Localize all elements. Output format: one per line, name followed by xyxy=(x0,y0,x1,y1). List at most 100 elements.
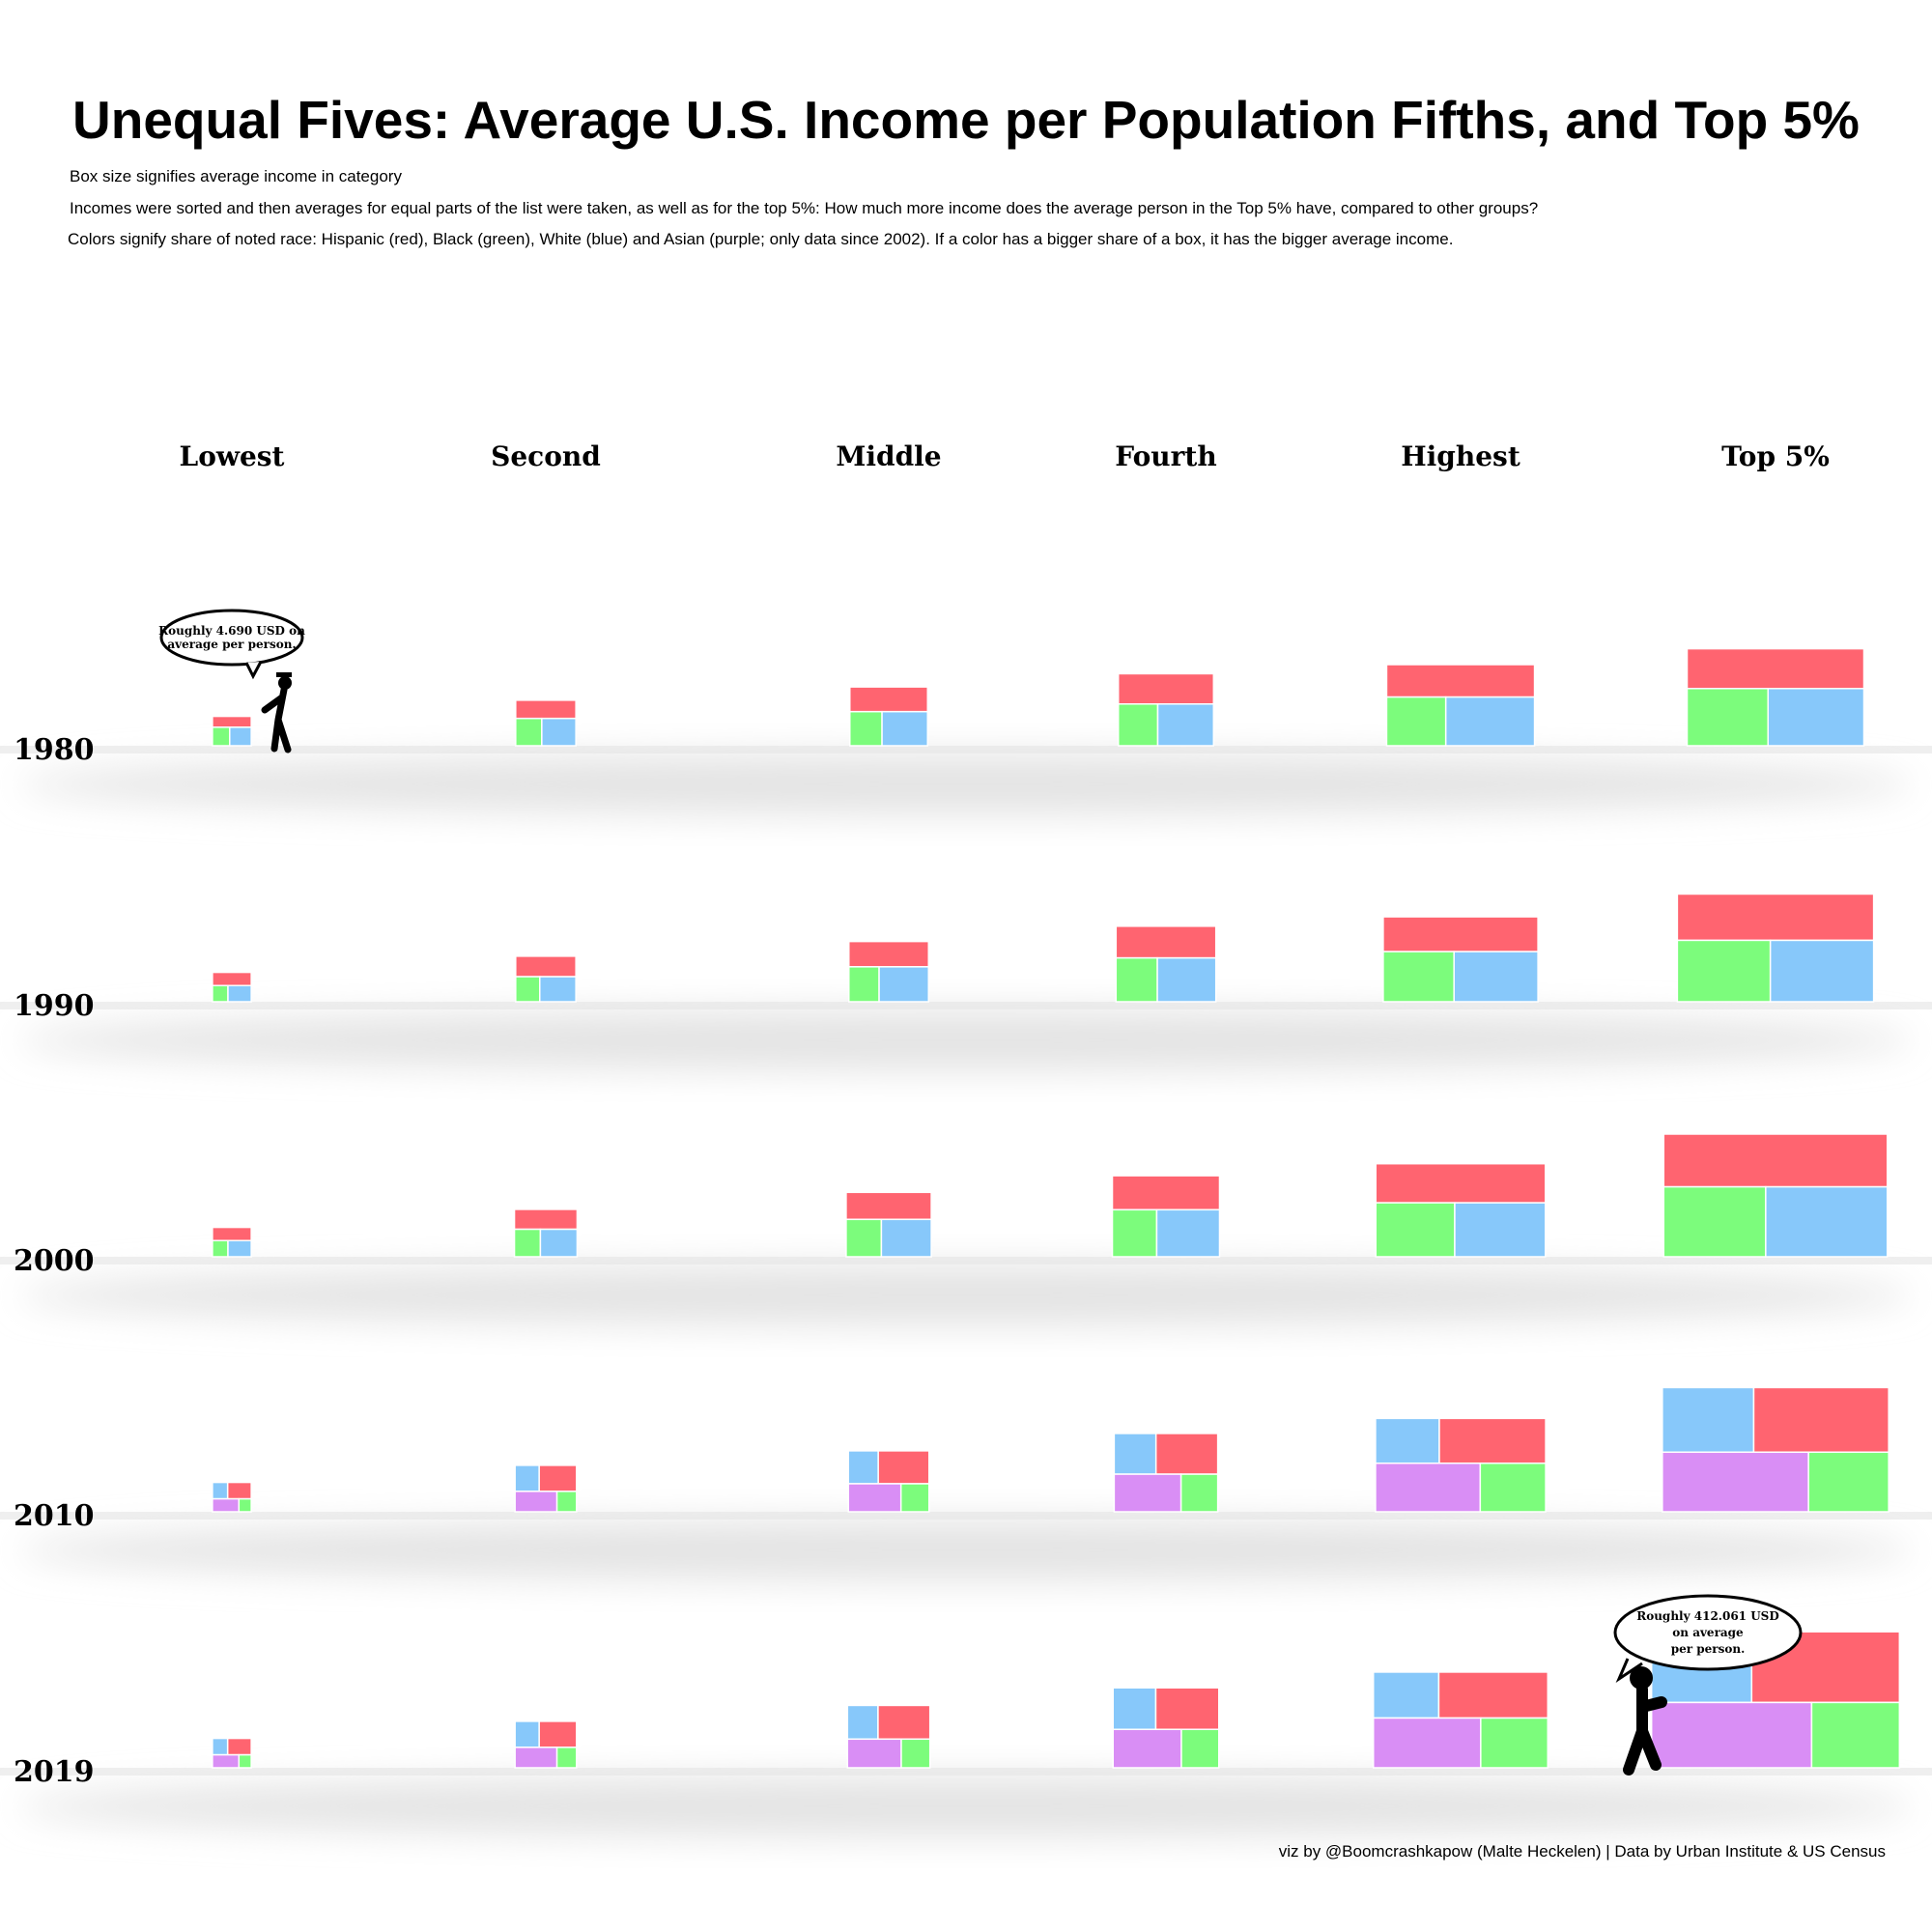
box-2019-second-white xyxy=(514,1720,540,1748)
box-2019-top5-asian xyxy=(1650,1701,1813,1769)
column-label: Fourth xyxy=(1115,440,1216,472)
box-2000-lowest-white xyxy=(227,1239,252,1258)
speech-bubble: Roughly 412.061 USD on average per person. xyxy=(1613,1594,1803,1684)
box-2019-lowest-black xyxy=(238,1753,252,1769)
box-1990-fourth-black xyxy=(1115,956,1158,1003)
box-2000-highest-black xyxy=(1375,1202,1456,1258)
box-2010-highest-asian xyxy=(1375,1462,1482,1513)
box-2019-fourth-hispanic xyxy=(1154,1687,1220,1731)
box-2000-top5-white xyxy=(1765,1185,1889,1258)
box-1990-fourth-white xyxy=(1156,956,1217,1003)
row-label: 1990 xyxy=(14,989,95,1023)
box-2010-second-hispanic xyxy=(538,1464,578,1492)
box-2019-highest-black xyxy=(1480,1717,1549,1769)
box-2019-second-black xyxy=(555,1747,578,1769)
floor-band-2019 xyxy=(0,1768,1932,1776)
box-2019-highest-asian xyxy=(1372,1717,1482,1769)
box-1990-top5-hispanic xyxy=(1676,893,1875,942)
stick-figure-right-icon xyxy=(1623,1666,1667,1776)
floor-shadow-2019 xyxy=(19,1776,1913,1837)
box-2000-top5-hispanic xyxy=(1662,1133,1889,1188)
box-1990-second-black xyxy=(515,976,541,1003)
box-2010-middle-black xyxy=(899,1483,930,1513)
column-label: Middle xyxy=(836,440,941,472)
box-1990-highest-white xyxy=(1453,951,1539,1003)
box-1990-second-hispanic xyxy=(515,955,577,978)
box-1980-fourth-black xyxy=(1117,703,1159,747)
box-2010-second-asian xyxy=(514,1491,558,1513)
box-1990-lowest-hispanic xyxy=(212,971,252,987)
box-2010-fourth-black xyxy=(1179,1473,1219,1513)
box-1990-highest-black xyxy=(1382,951,1455,1003)
row-label: 2010 xyxy=(14,1499,95,1533)
box-1990-middle-hispanic xyxy=(848,940,929,968)
box-1990-middle-white xyxy=(878,966,929,1003)
box-1980-second-hispanic xyxy=(515,699,577,720)
box-2019-top5-hispanic xyxy=(1750,1631,1901,1704)
box-2010-top5-asian xyxy=(1662,1451,1809,1513)
box-2010-middle-white xyxy=(847,1450,879,1485)
box-2010-second-black xyxy=(555,1491,578,1513)
floor-band-1990 xyxy=(0,1002,1932,1009)
box-2000-top5-black xyxy=(1662,1185,1767,1258)
box-1990-highest-hispanic xyxy=(1382,916,1539,952)
box-2010-fourth-white xyxy=(1113,1433,1157,1475)
box-2010-highest-hispanic xyxy=(1438,1417,1547,1464)
floor-band-2010 xyxy=(0,1512,1932,1520)
box-2000-highest-hispanic xyxy=(1375,1162,1547,1204)
box-2010-fourth-hispanic xyxy=(1154,1433,1219,1475)
box-2019-middle-asian xyxy=(846,1738,902,1769)
row-label: 1980 xyxy=(14,733,95,767)
source-caption: viz by @Boomcrashkapow (Malte Heckelen) … xyxy=(1278,1842,1886,1861)
box-1990-lowest-black xyxy=(212,984,229,1003)
stick-figure-left-icon xyxy=(261,672,292,753)
box-2019-lowest-white xyxy=(212,1737,229,1756)
box-2019-fourth-black xyxy=(1180,1728,1220,1769)
box-2000-lowest-black xyxy=(212,1239,229,1258)
box-1990-top5-black xyxy=(1676,939,1772,1003)
box-1990-top5-white xyxy=(1769,939,1875,1003)
box-2010-lowest-asian xyxy=(212,1497,241,1513)
subtitle-line-1: Box size signifies average income in cat… xyxy=(70,167,402,185)
box-2000-fourth-black xyxy=(1111,1208,1158,1258)
chart-title: Unequal Fives: Average U.S. Income per P… xyxy=(72,90,1860,150)
annotation-text: average per person. xyxy=(167,638,296,651)
column-label: Second xyxy=(491,440,601,472)
column-label: Highest xyxy=(1401,440,1520,472)
box-2000-lowest-hispanic xyxy=(212,1226,252,1242)
box-2000-fourth-white xyxy=(1155,1208,1221,1258)
stick-figures xyxy=(261,672,1667,1776)
box-2019-lowest-hispanic xyxy=(226,1737,252,1756)
box-2010-top5-white xyxy=(1662,1386,1755,1454)
box-2010-top5-hispanic xyxy=(1752,1386,1889,1454)
box-2019-middle-white xyxy=(846,1704,879,1741)
box-2000-highest-white xyxy=(1454,1202,1547,1258)
floor-shadows xyxy=(0,746,1932,1837)
box-2010-lowest-black xyxy=(238,1497,252,1513)
box-2019-middle-hispanic xyxy=(877,1704,931,1741)
box-2010-highest-black xyxy=(1479,1462,1547,1513)
box-2000-middle-white xyxy=(880,1218,932,1258)
axis-labels: Lowest Second Middle Fourth Highest Top 5% 198… xyxy=(14,440,1830,1789)
floor-shadow-1980 xyxy=(19,753,1913,815)
row-label: 2019 xyxy=(14,1755,95,1789)
box-2019-fourth-white xyxy=(1112,1687,1157,1731)
box-1990-lowest-white xyxy=(227,984,252,1003)
annotation-text: Roughly 4.690 USD on xyxy=(158,624,305,638)
floor-band-2000 xyxy=(0,1257,1932,1264)
box-2010-fourth-asian xyxy=(1113,1473,1182,1513)
column-label: Top 5% xyxy=(1721,440,1830,472)
box-2010-second-white xyxy=(514,1464,540,1492)
annotation-text: per person. xyxy=(1671,1642,1746,1656)
box-1980-second-white xyxy=(541,717,577,747)
income-boxes xyxy=(212,647,1901,1769)
row-label: 2000 xyxy=(14,1244,95,1278)
box-2010-lowest-white xyxy=(212,1481,229,1500)
box-2019-highest-hispanic xyxy=(1437,1671,1549,1719)
box-2019-lowest-asian xyxy=(212,1753,241,1769)
box-2000-second-black xyxy=(513,1228,542,1258)
floor-shadow-2000 xyxy=(19,1264,1913,1326)
box-2000-middle-hispanic xyxy=(845,1191,932,1221)
